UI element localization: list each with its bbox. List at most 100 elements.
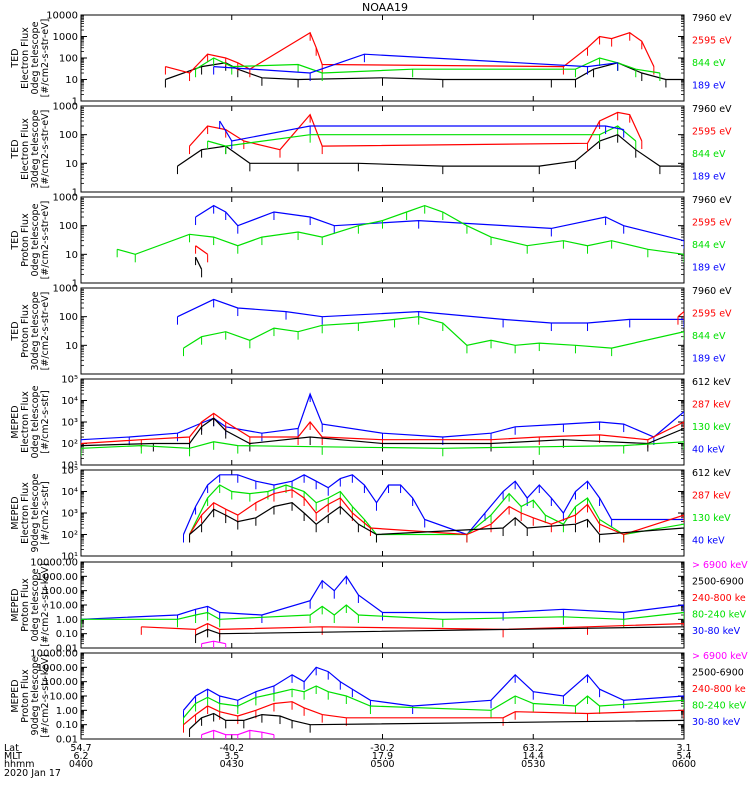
panel-frame (80, 105, 685, 193)
y-tick-label: 10 (65, 250, 78, 261)
y-axis-label: Electron Flux (20, 118, 31, 180)
y-tick-label: 1000 (53, 32, 78, 43)
y-tick-label: 10000.00 (30, 558, 78, 569)
panel-frame (80, 652, 685, 740)
y-axis-label: Proton Flux (20, 578, 31, 632)
series-line-80-240-kev (183, 685, 684, 719)
panel-frame (80, 196, 685, 284)
series-line-240-800-kev (141, 622, 684, 631)
y-axis-label: TED (10, 321, 21, 341)
x-tick-hhmm: 0430 (220, 759, 244, 770)
y-tick-label: 10⁵ (61, 466, 78, 477)
y-axis-label: 0deg telescope (30, 203, 41, 276)
series-group (81, 392, 684, 457)
y-tick-label: 1 (72, 279, 78, 290)
legend-entry: 189 eV (692, 354, 726, 365)
legend-entry: 2595 eV (692, 218, 732, 229)
y-tick-label: 0.10 (56, 629, 78, 640)
y-tick-label: 10¹ (61, 461, 78, 472)
series-line-80-240-kev (81, 604, 684, 620)
legend-entry: 612 keV (692, 377, 731, 388)
panel-frame (80, 287, 685, 375)
series-line-2595-ev (189, 111, 643, 151)
y-tick-label: 10.00 (49, 692, 78, 703)
series-group (81, 575, 684, 648)
x-tick-lat: -30.2 (370, 743, 395, 754)
x-tick-lat: 63.2 (523, 743, 544, 754)
x-tick-lat: 54.7 (70, 743, 91, 754)
panel-ted-p-0: 1 10 100 1000 TED Proton Flux 0deg telescope [#… (10, 193, 732, 290)
y-axis-label: MEPED (10, 496, 21, 529)
x-tick-lat: 3.1 (676, 743, 691, 754)
series-group (176, 298, 684, 357)
y-axis-label: 0deg telescope (30, 385, 41, 458)
series-line-189-ev (177, 298, 684, 324)
y-tick-label: 10.00 (49, 601, 78, 612)
series-line-130-kev (81, 441, 684, 449)
y-axis-label: Electron Flux (20, 27, 31, 89)
y-tick-label: 10² (61, 439, 78, 450)
series-group (176, 111, 684, 175)
y-tick-label: 0.10 (56, 720, 78, 731)
y-axis-label: MEPED (10, 588, 21, 621)
y-axis-label: Proton Flux (20, 304, 31, 358)
y-tick-label: 100.00 (43, 586, 78, 597)
panel-frame (80, 561, 685, 649)
panel-meped-e-90: 10¹ 10² 10³ 10⁴ 10⁵ MEPED Electron Flux 90deg t… (10, 466, 731, 563)
x-tick-mlt: 14.4 (523, 751, 544, 762)
y-tick-label: 100 (59, 130, 78, 141)
x-row-label: Lat (4, 743, 19, 754)
y-axis-label: MEPED (10, 405, 21, 438)
x-tick-hhmm: 0400 (69, 759, 93, 770)
y-axis-label: [#/cm2-s-str-keV] (40, 563, 51, 647)
y-axis-label: 90deg telescope (30, 656, 41, 735)
legend-entry: 844 eV (692, 58, 726, 69)
legend-entry: 7960 eV (692, 104, 732, 115)
series-group (116, 204, 684, 278)
panel-meped-p-0: 0.01 0.10 1.00 10.00 100.00 1000.00 10000.00 ME… (10, 558, 748, 655)
series-line-287-kev (188, 489, 684, 536)
legend-entry: 287 keV (692, 491, 731, 502)
y-tick-label: 10⁴ (61, 396, 78, 407)
y-tick-label: 10¹ (61, 552, 78, 563)
y-axis-label: 30deg telescope (30, 291, 41, 370)
legend-entry: 80-240 keV (692, 610, 747, 621)
y-tick-label: 1.00 (56, 706, 78, 717)
panel-frame (80, 469, 685, 557)
legend-entry: 189 eV (692, 172, 726, 183)
chart-title: NOAA19 (362, 1, 408, 14)
legend-entry: 844 eV (692, 149, 726, 160)
legend-entry: 7960 eV (692, 13, 732, 24)
legend-entry: 40 keV (692, 536, 725, 547)
y-tick-label: 10³ (61, 418, 78, 429)
y-axis-label: Proton Flux (20, 213, 31, 267)
series-line-130-kev (188, 484, 684, 536)
y-axis-label: Electron Flux (20, 391, 31, 453)
series-line-240-800-kev (183, 701, 684, 726)
legend-entry: 130 keV (692, 422, 731, 433)
legend-entry: > 6900 keV (692, 560, 748, 571)
legend-entry: 844 eV (692, 240, 726, 251)
series-line-189-ev (219, 120, 624, 142)
legend-entry: 844 eV (692, 331, 726, 342)
y-axis-label: [#/cm2-s-str-eV] (40, 110, 51, 189)
y-tick-label: 1000 (53, 284, 78, 295)
y-tick-label: 100 (59, 221, 78, 232)
series-line-30-80-kev (81, 575, 684, 620)
legend-entry: 7960 eV (692, 286, 732, 297)
series-line-2595-ev (677, 311, 684, 318)
panel-meped-p-90: 0.01 0.10 1.00 10.00 100.00 1000.00 10000.00 ME… (10, 649, 748, 746)
series-group (164, 31, 684, 88)
series-line-7960-ev (177, 134, 684, 167)
series-line-2595-ev (195, 245, 208, 255)
y-tick-label: 1.00 (56, 615, 78, 626)
y-tick-label: 100 (59, 312, 78, 323)
y-tick-label: 10⁴ (61, 487, 78, 498)
panel-ted-p-30: 10 100 1000 TED Proton Flux 30deg telescope [#… (10, 284, 732, 375)
series-line-40-kev (81, 392, 684, 441)
y-tick-label: 100 (59, 54, 78, 65)
series-line-30-80-kev (183, 666, 684, 711)
panel-ted-e-30: 1 10 100 1000 TED Electron Flux 30deg telescop… (10, 102, 732, 199)
x-tick-lat: -40.2 (219, 743, 244, 754)
